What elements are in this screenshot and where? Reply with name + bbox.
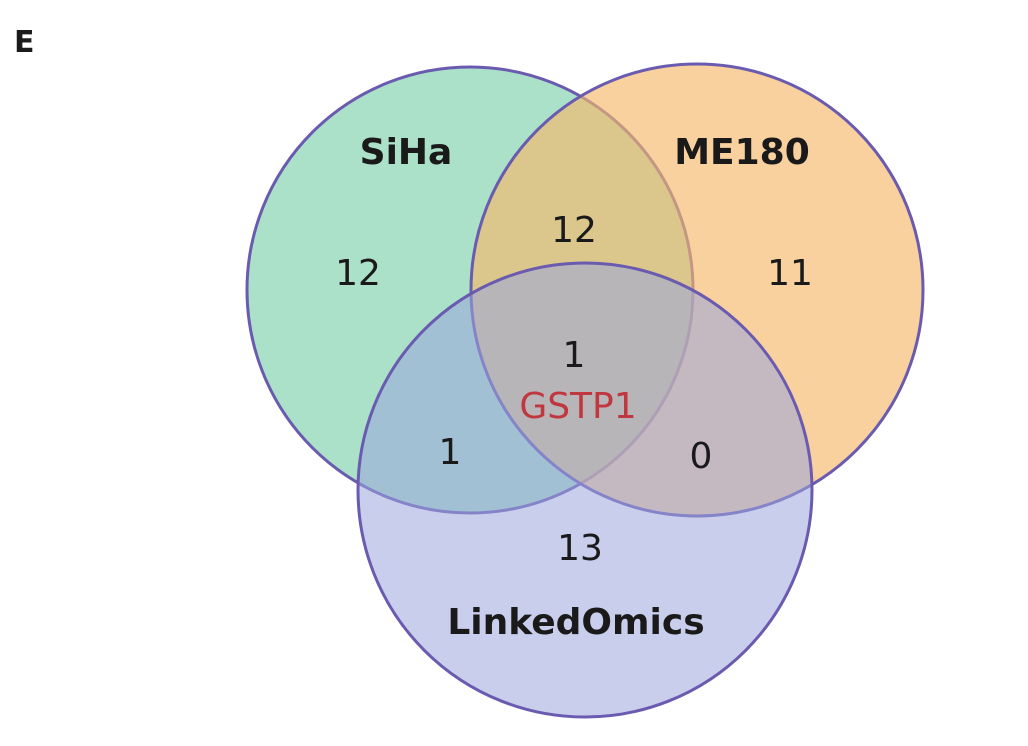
set-label-siha: SiHa [360, 132, 453, 173]
shared-gene-label: GSTP1 [519, 386, 636, 427]
set-label-linkedomics: LinkedOmics [447, 602, 704, 643]
count-me180-only: 11 [767, 253, 813, 294]
circle-linkedomics [356, 261, 814, 719]
panel-label: E [14, 25, 35, 60]
set-label-me180: ME180 [674, 132, 810, 173]
count-linkedomics-only: 13 [557, 528, 603, 569]
count-siha-only: 12 [335, 253, 381, 294]
count-all-three: 1 [563, 335, 586, 376]
count-siha-linkedomics: 1 [439, 432, 462, 473]
count-me180-linkedomics: 0 [690, 436, 713, 477]
count-siha-me180: 12 [551, 210, 597, 251]
